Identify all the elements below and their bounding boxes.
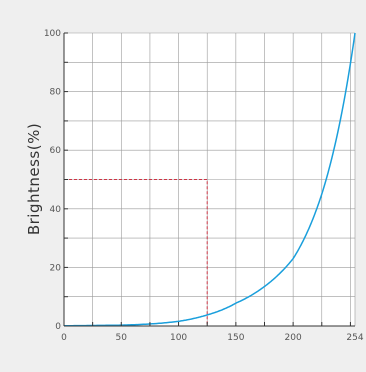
y-tick-label: 80 [50,88,62,98]
y-tick-label: 100 [44,29,61,39]
grid [63,32,356,327]
reference-lines [64,179,208,326]
x-tick-label: 254 [346,333,363,343]
x-tick-label: 100 [170,333,187,343]
y-tick-label: 0 [55,322,61,332]
y-tick-label: 20 [50,263,62,273]
y-tick-label: 60 [50,146,62,156]
y-axis-title: Brightness(%) [25,123,43,235]
x-tick-label: 50 [116,333,128,343]
x-tick-label: 200 [285,333,302,343]
x-tick-label: 150 [227,333,244,343]
reference-line [64,179,208,326]
series [64,32,356,327]
tick-labels: 0 50 100 150 200 254 0 20 40 60 80 100 [44,29,364,343]
axes [63,32,355,327]
x-tick-label: 0 [61,333,67,343]
y-tick-label: 40 [50,205,62,215]
series-line [64,32,356,327]
